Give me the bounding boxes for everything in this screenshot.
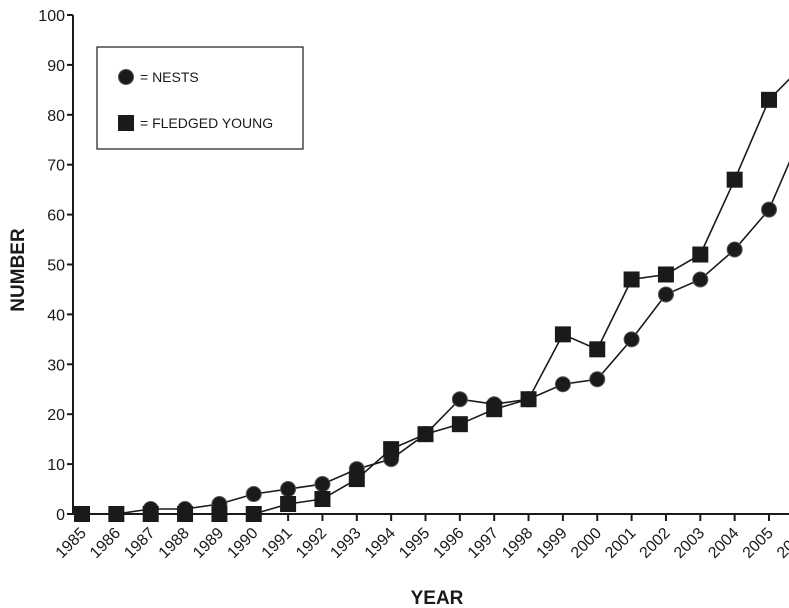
nests-point bbox=[554, 376, 571, 393]
fledged-young-point bbox=[177, 506, 194, 522]
x-tick-label: 1986 bbox=[87, 525, 124, 562]
series-line bbox=[82, 161, 789, 515]
fledged-young-point bbox=[211, 506, 228, 522]
x-tick-label: 1999 bbox=[534, 525, 571, 562]
nests-point bbox=[314, 476, 331, 493]
fledged-young-point bbox=[589, 341, 606, 358]
nests-point bbox=[692, 271, 709, 288]
y-ticks: 0 10 20 30 40 50 60 70 80 90 100 bbox=[38, 8, 73, 524]
y-axis-title: NUMBER bbox=[8, 228, 29, 312]
x-axis-title: YEAR bbox=[411, 588, 464, 608]
legend: = NESTS = FLEDGED YOUNG bbox=[96, 46, 304, 150]
y-tick-label: 80 bbox=[47, 108, 65, 125]
y-tick-label: 40 bbox=[47, 307, 65, 324]
x-tick-label: 2004 bbox=[705, 525, 742, 562]
fledged-young-point bbox=[74, 506, 90, 522]
series-nests bbox=[74, 161, 789, 522]
legend-fledged-marker bbox=[118, 115, 134, 131]
series-line bbox=[82, 78, 789, 515]
fledged-young-point bbox=[108, 506, 125, 522]
y-tick-label: 100 bbox=[38, 8, 65, 25]
y-tick-label: 90 bbox=[47, 58, 65, 75]
fledged-young-point bbox=[314, 491, 331, 508]
x-tick-label: 1991 bbox=[259, 525, 296, 562]
y-tick-label: 0 bbox=[56, 507, 65, 524]
fledged-young-point bbox=[486, 401, 503, 418]
nests-point bbox=[623, 331, 640, 348]
nests-point bbox=[245, 486, 262, 503]
x-tick-label: 1993 bbox=[327, 525, 364, 562]
x-ticks: 1985198619871988198919901991199219931994… bbox=[53, 514, 789, 562]
x-tick-label: 1992 bbox=[293, 525, 330, 562]
x-tick-label: 1985 bbox=[53, 525, 90, 562]
y-tick-label: 30 bbox=[47, 357, 65, 374]
fledged-young-point bbox=[142, 506, 159, 522]
nests-point bbox=[761, 201, 777, 218]
x-tick-label: 1990 bbox=[224, 525, 261, 562]
nests-point bbox=[726, 241, 743, 258]
legend-nests-marker bbox=[118, 69, 134, 85]
fledged-young-point bbox=[692, 246, 709, 263]
x-tick-label: 2001 bbox=[602, 525, 639, 562]
fledged-young-point bbox=[726, 171, 743, 188]
y-tick-label: 10 bbox=[47, 457, 65, 474]
nests-point bbox=[280, 481, 297, 498]
fledged-young-point bbox=[554, 326, 571, 343]
x-tick-label: 2005 bbox=[740, 525, 777, 562]
fledged-young-point bbox=[761, 91, 777, 108]
x-tick-label: 1996 bbox=[430, 525, 467, 562]
x-tick-label: 1988 bbox=[156, 525, 193, 562]
fledged-young-point bbox=[451, 416, 468, 433]
y-tick-label: 60 bbox=[47, 208, 65, 225]
x-tick-label: 2000 bbox=[568, 525, 605, 562]
legend-box bbox=[96, 46, 304, 150]
nests-point bbox=[657, 286, 674, 303]
y-tick-label: 20 bbox=[47, 407, 65, 424]
x-tick-label: 1997 bbox=[465, 525, 502, 562]
x-tick-label: 1987 bbox=[121, 525, 158, 562]
fledged-young-point bbox=[520, 391, 537, 408]
series-layer bbox=[74, 78, 789, 522]
nests-point bbox=[451, 391, 468, 408]
nests-point bbox=[589, 371, 606, 388]
x-tick-label: 2002 bbox=[637, 525, 674, 562]
y-tick-label: 50 bbox=[47, 258, 65, 275]
fledged-young-point bbox=[657, 266, 674, 283]
y-tick-label: 70 bbox=[47, 158, 65, 175]
x-tick-label: 2006 bbox=[774, 525, 789, 562]
fledged-young-point bbox=[417, 426, 434, 443]
x-tick-label: 1995 bbox=[396, 525, 433, 562]
x-tick-label: 1998 bbox=[499, 525, 536, 562]
fledged-young-point bbox=[280, 496, 297, 513]
legend-fledged-label: = FLEDGED YOUNG bbox=[140, 115, 273, 131]
fledged-young-point bbox=[348, 471, 365, 488]
x-tick-label: 2003 bbox=[671, 525, 708, 562]
x-tick-label: 1994 bbox=[362, 525, 399, 562]
legend-nests-label: = NESTS bbox=[140, 69, 199, 85]
fledged-young-point bbox=[245, 506, 262, 522]
fledged-young-point bbox=[623, 271, 640, 288]
fledged-young-point bbox=[383, 441, 400, 458]
series-fledged-young bbox=[74, 78, 789, 522]
x-tick-label: 1989 bbox=[190, 525, 227, 562]
